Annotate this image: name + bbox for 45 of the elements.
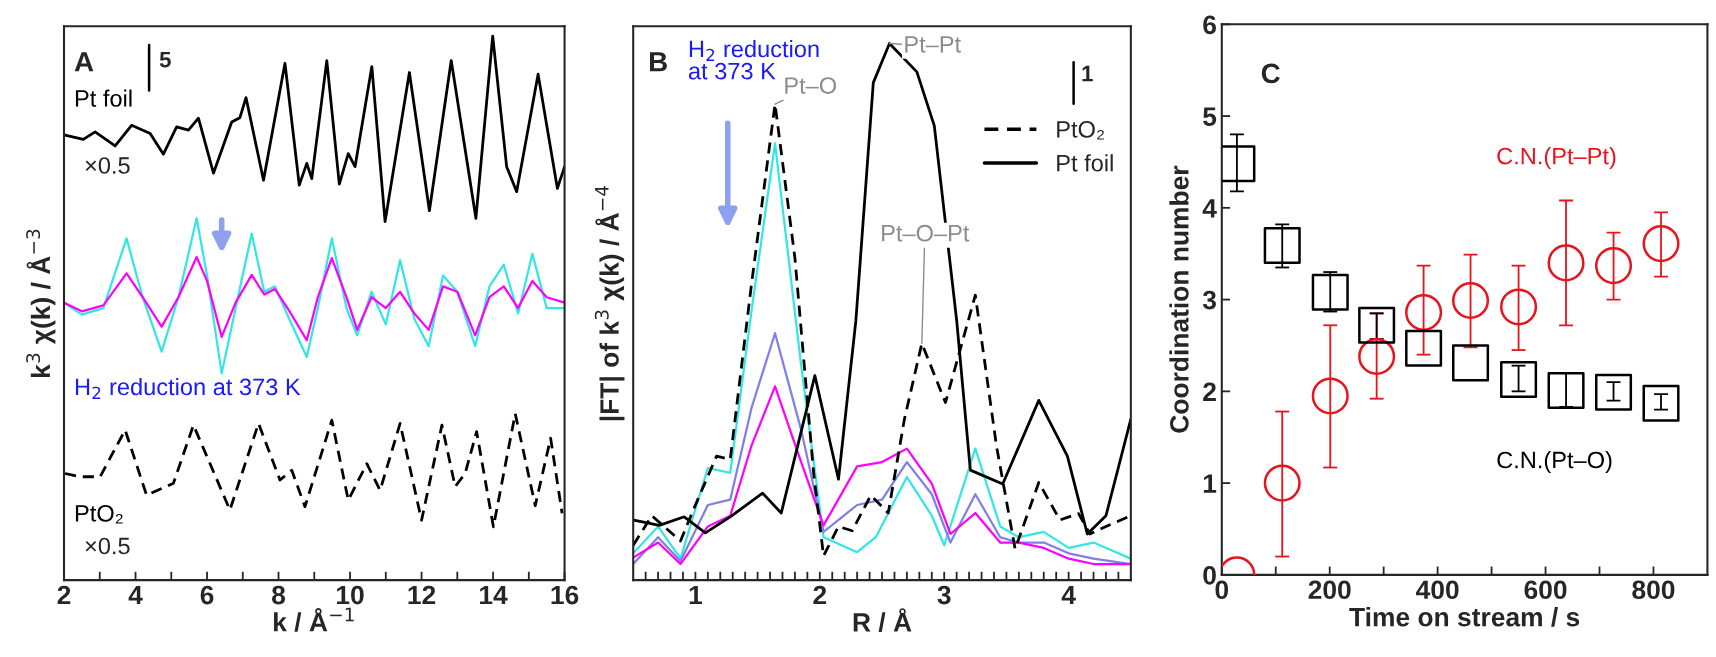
x-tick-label: 6 [200, 585, 214, 605]
annotation: ×0.5 [85, 157, 130, 174]
legend-label: PtO₂ [1057, 120, 1104, 140]
x-axis-title: Time on stream / s [1349, 607, 1580, 627]
annotation: 5 [159, 52, 171, 68]
x-tick-label: 10 [337, 585, 364, 605]
series-label: C.N.(Pt–O) [1497, 451, 1612, 473]
y-axis-title: |FT| of k$^{3}$ χ(k) / Å$^{−4}$ [594, 185, 625, 421]
series-label: PtO₂ [75, 504, 123, 524]
y-tick-label: 6 [1203, 15, 1216, 35]
x-tick-label: 400 [1416, 580, 1459, 600]
x-tick-label: 200 [1308, 580, 1351, 600]
annotation: Pt–O–Pt [882, 224, 970, 242]
annotation: H$_{2}$ reduction at 373 K [75, 377, 301, 399]
annotation: A [74, 52, 94, 72]
y-tick-label: 3 [1202, 290, 1216, 310]
annotation: C [1261, 63, 1280, 84]
y-axis-title: k$^{3}$ χ(k) / Å$^{−3}$ [26, 229, 56, 378]
x-tick-label: 8 [272, 585, 286, 605]
y-tick-label: 1 [1203, 474, 1217, 493]
x-tick-label: 600 [1524, 580, 1567, 600]
x-tick-label: 12 [408, 585, 436, 605]
x-tick-label: 1 [689, 585, 703, 605]
y-tick-label: 4 [1202, 199, 1217, 218]
legend-label: Pt foil [1057, 154, 1113, 172]
x-tick-label: 3 [937, 585, 951, 605]
y-tick-label: 0 [1203, 566, 1216, 585]
annotation: B [649, 52, 667, 72]
legend-label: Pt foil [75, 89, 132, 107]
annotation: Pt–Pt [905, 36, 961, 53]
x-tick-label: 16 [551, 585, 579, 605]
x-tick-label: 4 [1061, 585, 1076, 605]
y-tick-label: 5 [1203, 107, 1217, 126]
x-axis-title: k / Å$^{−1}$ [274, 607, 354, 632]
x-tick-label: 800 [1632, 580, 1675, 600]
x-axis-title: R / Å [853, 608, 912, 633]
text: C.N.(Pt–Pt) [1497, 147, 1616, 170]
y-axis-title: Coordination number [1169, 165, 1189, 433]
x-tick-label: 4 [128, 585, 143, 605]
x-tick-label: 14 [480, 585, 508, 605]
annotation: ×0.5 [85, 537, 130, 555]
annotation: 1 [1082, 65, 1093, 82]
x-tick-label: 2 [57, 585, 71, 605]
x-tick-label: 2 [813, 585, 827, 605]
y-tick-label: 2 [1203, 382, 1216, 401]
